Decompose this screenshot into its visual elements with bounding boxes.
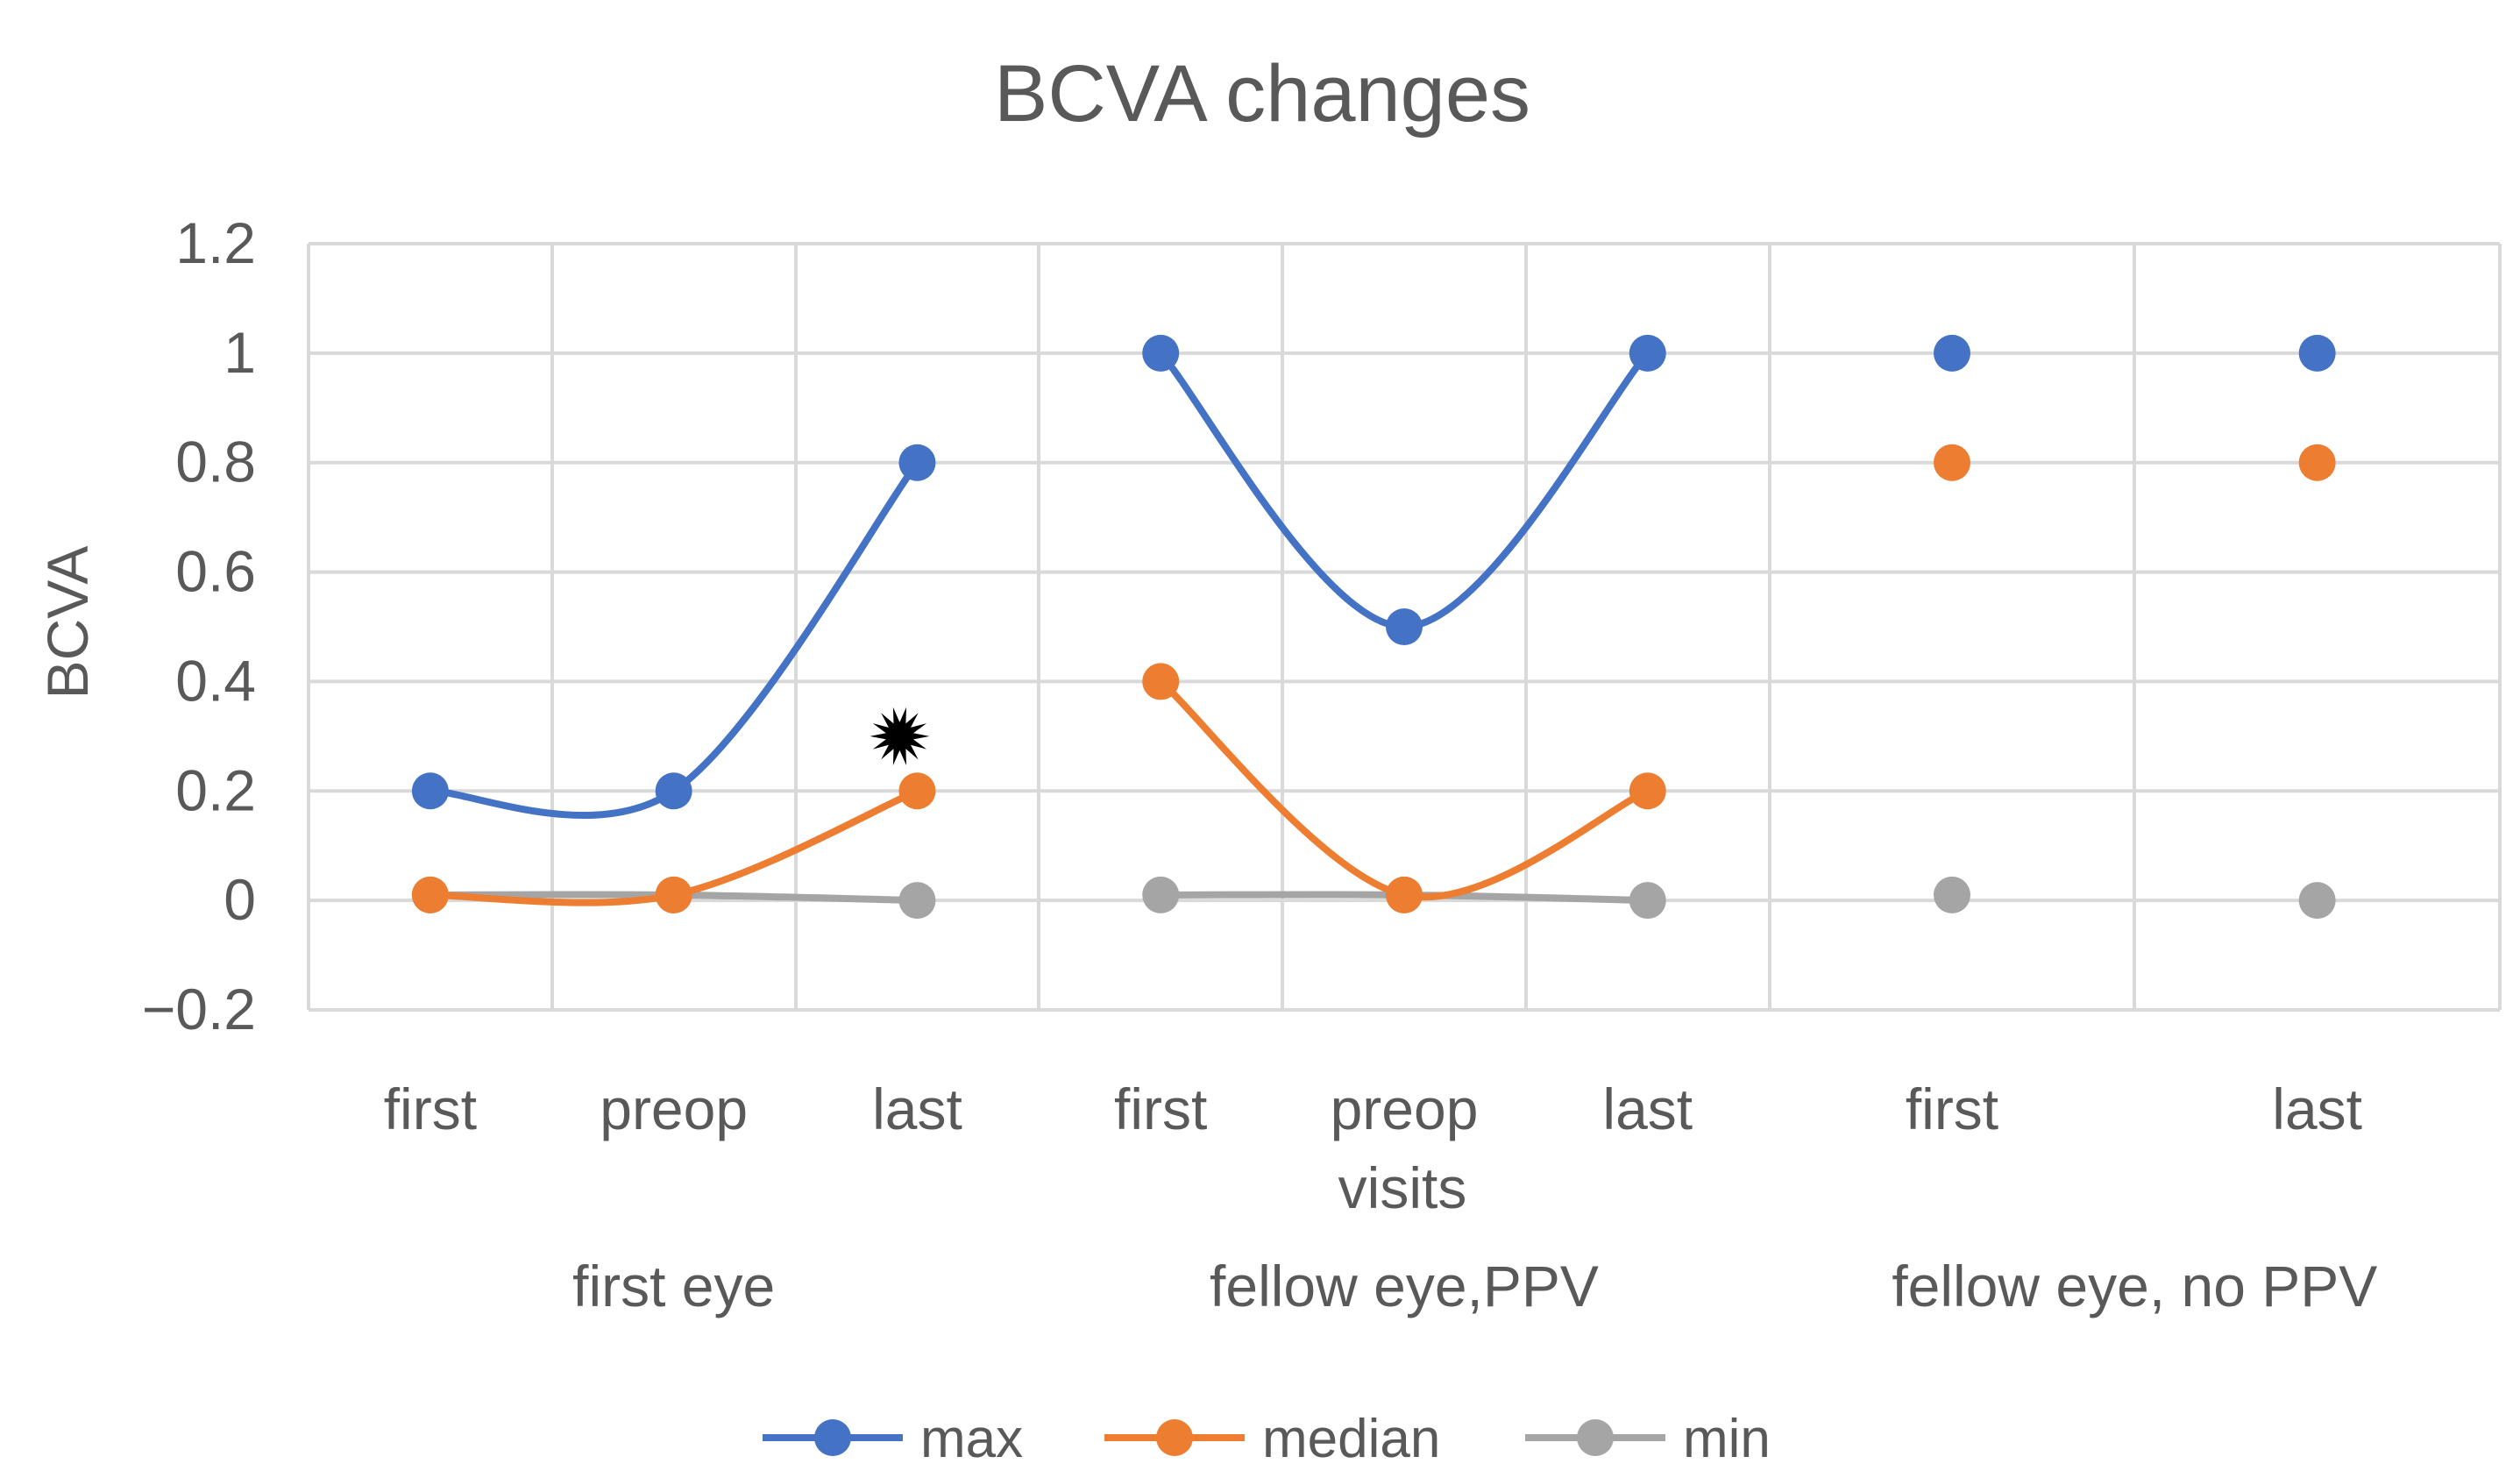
data-point-max xyxy=(1629,334,1666,372)
data-point-min xyxy=(898,882,936,920)
data-point-median xyxy=(655,876,692,913)
series-layer xyxy=(411,334,2336,920)
data-point-median xyxy=(1142,663,1180,700)
series-line-max xyxy=(1157,349,1651,631)
series-median xyxy=(411,444,2336,913)
data-point-min xyxy=(1629,882,1666,920)
data-point-max xyxy=(1386,608,1423,645)
legend: max median min xyxy=(763,1409,1771,1469)
y-tick-label: 1.2 xyxy=(175,210,256,275)
data-point-median xyxy=(2298,444,2336,481)
category-label: first xyxy=(384,1077,477,1141)
data-point-min xyxy=(1142,876,1180,913)
category-label: preop xyxy=(600,1077,748,1141)
chart-title: BCVA changes xyxy=(994,49,1530,139)
legend-marker-max xyxy=(814,1419,851,1456)
data-point-median xyxy=(898,772,936,810)
data-point-median xyxy=(411,876,449,913)
category-label: last xyxy=(2272,1077,2362,1141)
annotation-layer xyxy=(870,707,930,765)
category-label: first xyxy=(1114,1077,1207,1141)
y-tick-label: 0 xyxy=(224,867,256,932)
y-tick-label: 0.8 xyxy=(175,430,256,494)
legend-marker-median xyxy=(1156,1419,1193,1456)
y-axis-label: BCVA xyxy=(35,546,100,700)
data-point-median xyxy=(1934,444,1970,481)
y-tick-label: 0.4 xyxy=(175,648,256,713)
data-point-max xyxy=(1934,334,1970,372)
category-labels: first preop last first eye first preop last fel… xyxy=(384,1077,2378,1318)
y-axis-ticks: −0.2 0 0.2 0.4 0.6 0.8 1 1.2 xyxy=(142,210,256,1041)
group-label: fellow eye, no PPV xyxy=(1892,1254,2377,1318)
data-point-median xyxy=(1629,772,1666,810)
y-tick-label: 0.6 xyxy=(175,539,256,604)
category-label: first xyxy=(1906,1077,1998,1141)
y-tick-label: 1 xyxy=(224,320,256,385)
legend-label-median: median xyxy=(1262,1409,1440,1469)
category-label: preop xyxy=(1331,1077,1479,1141)
legend-label-max: max xyxy=(920,1409,1023,1469)
series-line-max xyxy=(426,458,921,820)
category-label: last xyxy=(1602,1077,1693,1141)
data-point-max xyxy=(411,772,449,810)
group-label: first eye xyxy=(572,1254,775,1318)
data-point-max xyxy=(898,444,936,481)
x-axis-label: visits xyxy=(1338,1155,1467,1220)
y-tick-label: −0.2 xyxy=(142,977,256,1041)
data-point-max xyxy=(655,772,692,810)
data-point-max xyxy=(2298,334,2336,372)
category-label: last xyxy=(872,1077,962,1141)
data-point-max xyxy=(1142,334,1180,372)
group-label: fellow eye,PPV xyxy=(1210,1254,1599,1318)
significance-marker xyxy=(870,707,930,765)
data-point-median xyxy=(1386,876,1423,913)
data-point-min xyxy=(2298,882,2336,920)
y-tick-label: 0.2 xyxy=(175,757,256,822)
legend-marker-min xyxy=(1577,1419,1614,1456)
series-max xyxy=(411,334,2336,820)
data-point-min xyxy=(1934,876,1970,913)
legend-label-min: min xyxy=(1683,1409,1771,1469)
